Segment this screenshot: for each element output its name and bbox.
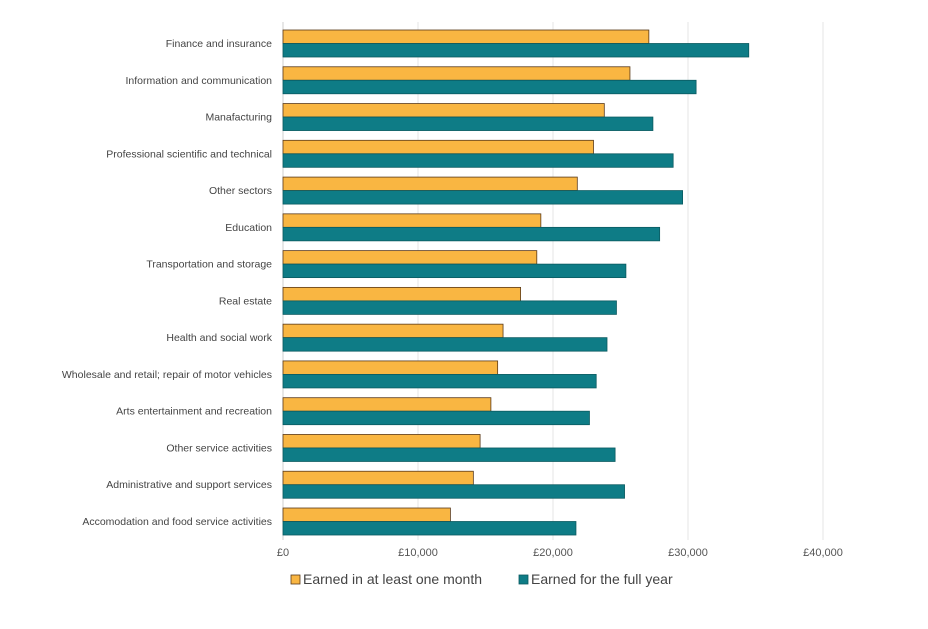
bar-at-least-one-month: [282, 213, 542, 228]
category-label: Manafacturing: [205, 112, 272, 124]
bar-at-least-one-month: [282, 397, 492, 412]
x-tick-label: £30,000: [668, 547, 708, 559]
bar-at-least-one-month: [282, 507, 451, 522]
category-label: Real estate: [219, 295, 272, 307]
category-label: Other service activities: [166, 442, 272, 454]
bar-full-year: [282, 300, 617, 315]
bar-full-year: [282, 447, 616, 462]
x-tick-label: £40,000: [803, 547, 843, 559]
legend-swatch: [518, 574, 529, 585]
bar-full-year: [282, 226, 661, 242]
category-label: Other sectors: [209, 185, 272, 197]
legend-label: Earned for the full year: [531, 571, 673, 587]
bar-at-least-one-month: [282, 470, 474, 486]
bar-full-year: [282, 484, 625, 499]
bar-at-least-one-month: [282, 323, 504, 339]
category-label: Wholesale and retail; repair of motor ve…: [62, 369, 272, 381]
bar-full-year: [282, 43, 750, 58]
bar-at-least-one-month: [282, 434, 481, 449]
x-tick-label: £10,000: [398, 547, 438, 559]
legend-label: Earned in at least one month: [303, 571, 482, 587]
bar-at-least-one-month: [282, 29, 650, 44]
bar-full-year: [282, 116, 654, 131]
bar-full-year: [282, 337, 608, 352]
category-label: Arts entertainment and recreation: [116, 406, 272, 418]
bar-full-year: [282, 190, 684, 205]
bar-at-least-one-month: [282, 66, 631, 81]
bar-full-year: [282, 263, 627, 279]
category-label: Finance and insurance: [166, 38, 272, 50]
x-tick-label: £0: [277, 547, 289, 559]
bar-at-least-one-month: [282, 103, 605, 118]
category-label: Health and social work: [166, 332, 272, 344]
bar-at-least-one-month: [282, 250, 538, 265]
bar-at-least-one-month: [282, 139, 594, 155]
category-label: Education: [225, 222, 272, 234]
x-tick-label: £20,000: [533, 547, 573, 559]
category-label: Professional scientific and technical: [106, 148, 272, 160]
category-label: Accomodation and food service activities: [82, 516, 272, 528]
bar-full-year: [282, 374, 597, 389]
bar-full-year: [282, 153, 674, 168]
bar-at-least-one-month: [282, 360, 499, 375]
legend-swatch: [290, 574, 301, 585]
bar-full-year: [282, 79, 697, 95]
bar-full-year: [282, 521, 577, 536]
category-label: Transportation and storage: [146, 259, 272, 271]
bar-full-year: [282, 410, 590, 426]
bar-at-least-one-month: [282, 176, 578, 191]
category-label: Administrative and support services: [106, 479, 272, 491]
category-label: Information and communication: [126, 75, 273, 87]
bar-at-least-one-month: [282, 286, 522, 302]
